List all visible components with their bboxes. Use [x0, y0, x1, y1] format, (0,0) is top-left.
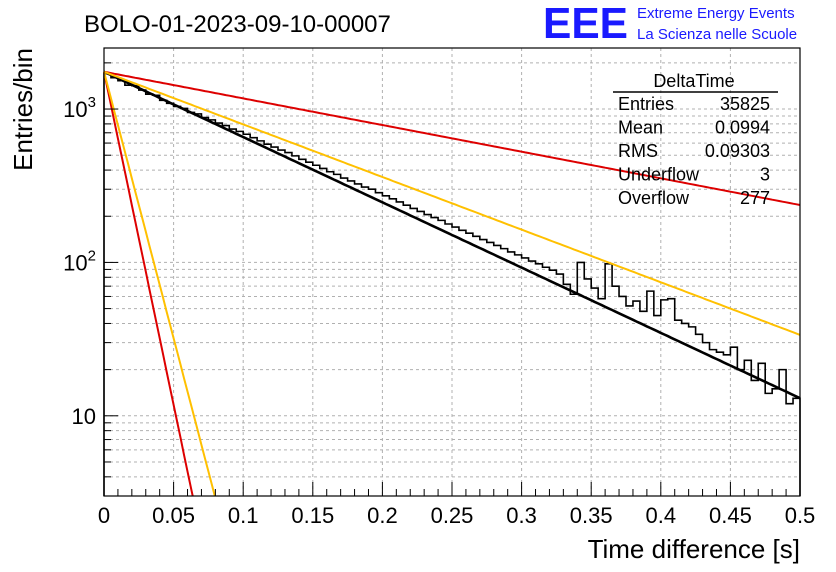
y-tick-label: 10 — [72, 404, 96, 429]
y-axis-label: Entries/bin — [8, 48, 38, 171]
x-tick-label: 0.5 — [785, 503, 816, 528]
stats-label: Entries — [618, 94, 674, 114]
stats-value: 277 — [740, 188, 770, 208]
stats-label: RMS — [618, 141, 658, 161]
stats-value: 0.09303 — [705, 141, 770, 161]
stats-value: 0.0994 — [715, 118, 770, 138]
logo-line-1: Extreme Energy Events — [637, 5, 795, 22]
x-tick-label: 0.25 — [431, 503, 474, 528]
curve-line-4 — [103, 71, 194, 497]
stats-label: Underflow — [618, 165, 700, 185]
x-tick-label: 0.1 — [228, 503, 259, 528]
axis-ticks: 0 0.05 0.1 0.15 0.2 0.25 0.3 0.35 0.4 0.45 0.5 10 10… — [63, 62, 816, 528]
histogram-outline — [103, 72, 801, 496]
stats-value: 3 — [760, 165, 770, 185]
curve-line-2 — [103, 70, 801, 206]
x-tick-label: 0.15 — [291, 503, 334, 528]
chart-title: BOLO-01-2023-09-10-00007 — [84, 11, 391, 38]
stats-title: DeltaTime — [653, 71, 734, 91]
x-tick-label: 0.05 — [152, 503, 195, 528]
x-tick-label: 0.2 — [367, 503, 398, 528]
x-tick-label: 0.35 — [570, 503, 613, 528]
y-tick-label: 102 — [63, 247, 96, 275]
eee-logo-mark: EEE — [543, 0, 628, 48]
x-tick-label: 0.4 — [646, 503, 677, 528]
x-tick-label: 0.45 — [709, 503, 752, 528]
curve-line-5 — [103, 71, 216, 497]
curve-lines — [103, 70, 801, 497]
stats-box: DeltaTime Entries 35825 Mean 0.0994 RMS 0.0930… — [613, 71, 778, 208]
logo-line-2: La Scienza nelle Scuole — [637, 26, 797, 43]
stats-value: 35825 — [720, 94, 770, 114]
stats-label: Mean — [618, 118, 663, 138]
x-tick-label: 0.3 — [506, 503, 537, 528]
curve-line-1 — [103, 70, 801, 400]
x-axis-label: Time difference [s] — [588, 534, 800, 564]
histogram-series — [103, 72, 801, 496]
stats-label: Overflow — [618, 188, 690, 208]
y-tick-label: 103 — [63, 94, 96, 122]
grid-lines — [104, 48, 800, 496]
x-tick-label: 0 — [98, 503, 110, 528]
curve-line-3 — [103, 70, 801, 336]
